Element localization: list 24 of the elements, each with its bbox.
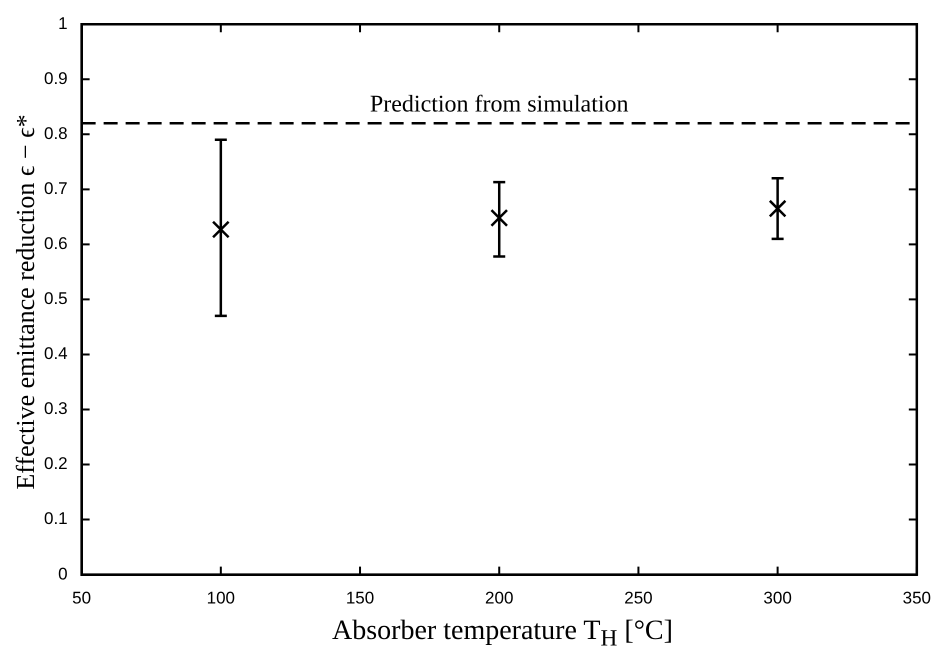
y-tick-label: 0.3	[44, 399, 68, 418]
point	[212, 220, 230, 239]
point	[768, 200, 787, 218]
y-tick-label: 0	[58, 564, 68, 584]
point	[490, 208, 508, 227]
x-tick-label: 300	[763, 588, 792, 608]
x-tick-label: 150	[346, 588, 374, 608]
y-tick-label: 0.2	[44, 454, 68, 474]
y-tick-label: 0.6	[44, 234, 68, 254]
x-tick-label: 50	[72, 588, 92, 608]
ref-line-label: Prediction from simulation	[370, 92, 629, 118]
x-tick-label: 250	[624, 588, 653, 608]
y-axis-title: Effective emittance reduction ϵ − ϵ*	[11, 114, 41, 490]
y-tick-label: 0.5	[44, 289, 68, 308]
y-tick-label: 1	[58, 14, 68, 33]
y-tick-label: 0.7	[44, 179, 68, 198]
y-tick-label: 0.8	[44, 124, 68, 143]
y-tick-label: 0.4	[44, 344, 68, 364]
x-tick-label: 350	[902, 588, 932, 608]
x-tick-label: 100	[206, 588, 236, 608]
x-axis-title: Absorber temperature T$_{H}$ [°C]	[331, 615, 674, 653]
x-tick-label: 200	[485, 588, 514, 608]
y-tick-label: 0.1	[44, 509, 68, 528]
y-tick-label: 0.9	[44, 68, 68, 88]
